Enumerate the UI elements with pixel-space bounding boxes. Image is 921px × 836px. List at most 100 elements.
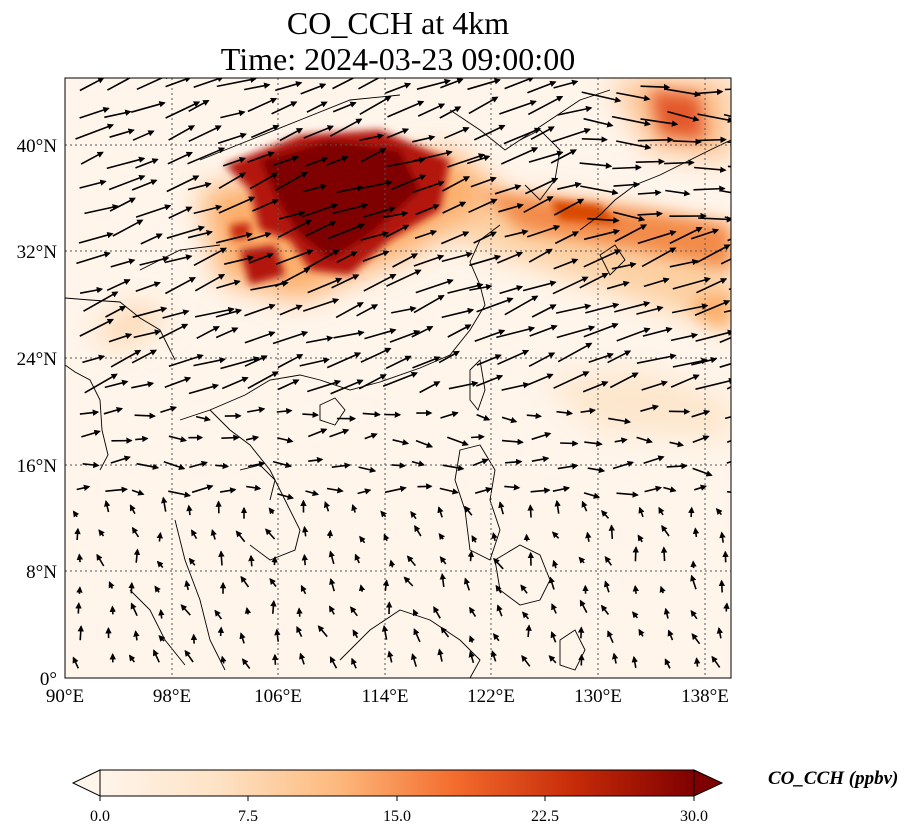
wind-arrow (193, 247, 227, 267)
wind-arrow (161, 496, 168, 512)
wind-arrow (440, 411, 459, 419)
wind-arrow (433, 606, 441, 619)
wind-arrow (222, 157, 247, 167)
wind-arrow (108, 174, 146, 191)
wind-arrow (327, 223, 365, 240)
wind-arrow (553, 371, 590, 389)
wind-arrow (414, 229, 438, 239)
wind-arrow (613, 181, 641, 188)
wind-arrow (273, 155, 300, 166)
wind-arrow (84, 373, 118, 394)
wind-arrow (658, 506, 665, 516)
wind-arrow (252, 199, 279, 212)
wind-arrow (581, 500, 588, 512)
wind-arrow (274, 81, 303, 92)
wind-arrow (440, 626, 450, 638)
wind-arrow (247, 151, 275, 164)
wind-arrow (271, 653, 279, 665)
wind-arrow (660, 546, 668, 562)
wind-arrow (158, 635, 166, 642)
wind-arrow (328, 550, 335, 565)
wind-arrow (158, 323, 189, 340)
wind-arrow (194, 306, 235, 318)
wind-arrow (726, 460, 731, 464)
wind-arrow (167, 151, 193, 165)
wind-arrow (270, 600, 277, 614)
wind-arrow (501, 438, 524, 446)
wind-arrow (496, 326, 536, 339)
wind-arrow (214, 609, 223, 620)
wind-arrow (504, 78, 535, 90)
wind-arrow (468, 198, 498, 214)
lat-label: 32°N (17, 242, 58, 263)
wind-arrow (82, 461, 100, 469)
wind-arrow (531, 304, 557, 318)
wind-arrow (415, 439, 434, 448)
wind-arrow (193, 357, 226, 367)
wind-arrow (718, 579, 726, 593)
wind-arrow (305, 220, 337, 237)
wind-arrow (385, 82, 412, 94)
wind-arrow (72, 656, 80, 669)
wind-arrow (640, 118, 679, 127)
wind-arrow (611, 652, 619, 664)
wind-arrow (215, 308, 243, 318)
wind-arrow (601, 510, 610, 519)
wind-arrow (352, 629, 359, 639)
wind-arrow (296, 607, 303, 617)
wind-arrow (220, 110, 246, 119)
wind-arrow (107, 78, 132, 91)
wind-arrow (130, 602, 138, 617)
wind-arrow (695, 244, 731, 264)
wind-arrow (501, 416, 518, 424)
wind-arrow (695, 329, 731, 342)
lat-label: 16°N (17, 456, 58, 477)
wind-arrow (269, 577, 277, 587)
wind-arrow (608, 524, 616, 539)
wind-arrow (83, 291, 119, 312)
wind-arrow (274, 628, 281, 642)
wind-arrow (608, 417, 632, 425)
wind-arrow (473, 231, 497, 244)
wind-arrow (244, 82, 271, 91)
wind-arrow (612, 460, 635, 470)
wind-arrow (641, 247, 677, 268)
wind-arrow (303, 125, 334, 139)
wind-arrow (501, 382, 530, 391)
wind-arrow (447, 282, 484, 294)
wind-arrow (168, 206, 193, 219)
wind-arrow (603, 580, 611, 593)
wind-arrow (186, 504, 193, 516)
wind-arrow (723, 602, 730, 612)
wind-arrow (557, 463, 579, 470)
wind-arrow (156, 560, 164, 569)
wind-vector-field (72, 78, 731, 669)
wind-arrow (640, 83, 671, 91)
wind-arrow (359, 95, 392, 115)
wind-arrow (631, 655, 638, 669)
wind-arrow (277, 379, 300, 391)
wind-arrow (381, 625, 389, 640)
colorbar-min-extension (71, 769, 101, 797)
wind-arrow (526, 224, 561, 238)
wind-arrow (550, 149, 577, 164)
wind-arrow (552, 559, 559, 569)
wind-arrow (552, 485, 571, 493)
wind-arrow (440, 78, 464, 89)
wind-arrow (548, 576, 555, 590)
wind-arrow (672, 276, 711, 290)
wind-arrow (463, 577, 471, 591)
wind-arrow (362, 250, 390, 262)
wind-arrow (387, 100, 425, 118)
wind-arrow (661, 524, 670, 537)
wind-arrow (108, 581, 115, 589)
wind-arrow (244, 331, 276, 344)
wind-arrow (164, 376, 192, 388)
wind-arrow (364, 432, 378, 440)
wind-arrow (551, 603, 558, 614)
wind-arrow (188, 383, 220, 395)
wind-arrow (187, 181, 212, 191)
wind-arrow (583, 249, 622, 268)
wind-arrow (726, 386, 731, 390)
wind-arrow (82, 354, 106, 364)
